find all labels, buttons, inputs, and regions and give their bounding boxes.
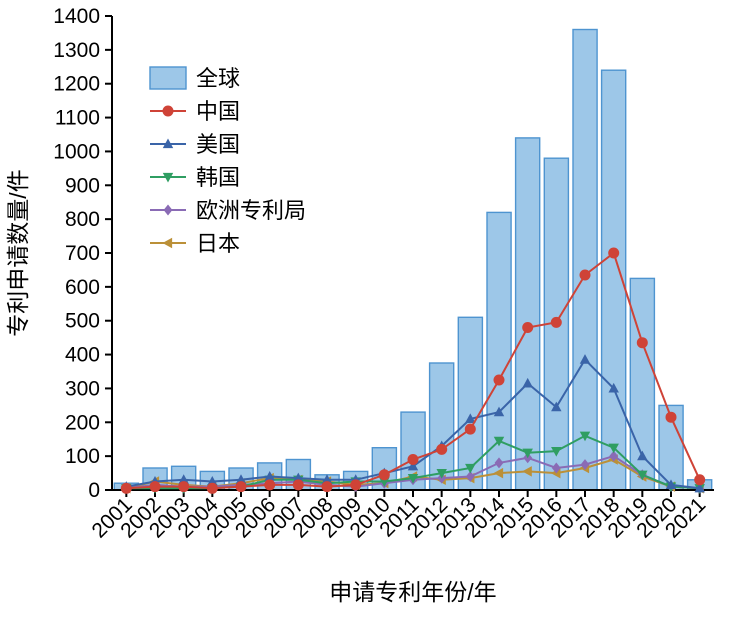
marker-diamond-icon	[494, 457, 504, 469]
marker-circle-icon	[162, 105, 174, 117]
y-axis-tick-label: 300	[65, 377, 100, 400]
marker-circle-icon	[665, 411, 677, 423]
marker-triangle-up-icon	[178, 474, 189, 484]
marker-triangle-down-icon	[637, 470, 648, 481]
marker-circle-icon	[235, 481, 247, 493]
y-axis-tick-label: 1400	[53, 5, 100, 28]
marker-circle-icon	[264, 479, 276, 491]
bar	[428, 362, 455, 491]
y-axis-tick-label: 700	[65, 242, 100, 265]
marker-triangle-up-icon	[407, 460, 419, 471]
y-axis-tick-label: 900	[65, 174, 100, 197]
y-axis-tick-label: 200	[65, 411, 100, 434]
marker-diamond-icon	[580, 459, 590, 471]
marker-triangle-up-icon	[694, 482, 705, 493]
marker-triangle-down-icon	[608, 443, 619, 454]
marker-diamond-icon	[551, 462, 561, 474]
marker-triangle-up-icon	[665, 479, 677, 490]
marker-triangle-left-icon	[522, 466, 532, 477]
marker-circle-icon	[149, 481, 161, 493]
y-axis-tick-label: 800	[65, 208, 100, 231]
marker-circle-icon	[636, 337, 648, 349]
marker-circle-icon	[321, 481, 333, 493]
marker-triangle-down-icon	[579, 431, 591, 442]
marker-circle-icon	[436, 443, 448, 455]
marker-circle-icon	[206, 482, 218, 494]
marker-triangle-up-icon	[235, 474, 247, 484]
line-series-china	[120, 247, 706, 494]
marker-diamond-icon	[163, 204, 173, 216]
marker-triangle-left-icon	[162, 237, 173, 249]
marker-triangle-up-icon	[264, 471, 275, 481]
chart-generated-content: 0 100 200 300 400 500 600 700 800 900 1000 1100 1200…	[53, 5, 714, 543]
marker-triangle-up-icon	[207, 476, 218, 486]
marker-diamond-icon	[465, 471, 475, 482]
x-axis-title: 申请专利年份/年	[329, 579, 496, 605]
legend-label-global: 全球	[196, 66, 240, 91]
marker-triangle-down-icon	[436, 468, 447, 479]
marker-circle-icon	[579, 269, 591, 281]
marker-triangle-down-icon	[493, 436, 505, 447]
legend-label-epo: 欧洲专利局	[196, 198, 306, 223]
marker-circle-icon	[407, 454, 419, 465]
y-axis-title: 专利申请数量/件	[5, 169, 31, 336]
y-axis-tick-label: 1100	[55, 107, 100, 130]
bar	[572, 28, 598, 491]
marker-triangle-down-icon	[162, 172, 174, 183]
marker-circle-icon	[694, 474, 706, 486]
marker-triangle-left-icon	[493, 467, 504, 479]
marker-circle-icon	[120, 482, 132, 494]
marker-circle-icon	[550, 316, 562, 328]
marker-triangle-up-icon	[522, 377, 533, 388]
marker-circle-icon	[464, 423, 476, 435]
legend-label-japan: 日本	[196, 231, 240, 256]
marker-circle-icon	[493, 374, 505, 386]
y-axis-tick-label: 500	[65, 310, 100, 333]
marker-triangle-down-icon	[379, 477, 390, 487]
marker-triangle-up-icon	[162, 138, 174, 149]
marker-triangle-up-icon	[465, 413, 476, 424]
marker-triangle-up-icon	[493, 406, 505, 417]
y-axis-tick-label: 0	[88, 479, 100, 502]
marker-triangle-up-icon	[293, 472, 304, 483]
marker-triangle-up-icon	[637, 450, 648, 461]
marker-circle-icon	[350, 479, 362, 491]
marker-triangle-up-icon	[551, 401, 562, 412]
y-axis-tick-label: 600	[65, 276, 100, 299]
marker-triangle-down-icon	[465, 463, 476, 474]
y-axis-tick-label: 100	[65, 445, 100, 468]
marker-triangle-up-icon	[579, 354, 591, 364]
marker-circle-icon	[522, 322, 534, 333]
legend-label-korea: 韩国	[196, 165, 240, 190]
bar	[457, 316, 484, 491]
legend-label-usa: 美国	[196, 132, 240, 157]
marker-triangle-down-icon	[522, 448, 533, 459]
marker-circle-icon	[378, 469, 390, 481]
marker-circle-icon	[292, 479, 304, 491]
marker-triangle-down-icon	[551, 446, 562, 457]
y-axis-tick-label: 1000	[53, 140, 100, 163]
marker-diamond-icon	[609, 450, 619, 462]
legend-swatch-global	[149, 66, 187, 90]
y-axis-tick-label: 1300	[53, 39, 100, 62]
marker-circle-icon	[178, 481, 190, 493]
marker-triangle-up-icon	[608, 382, 619, 393]
y-axis-tick-label: 400	[65, 344, 100, 367]
legend-label-china: 中国	[196, 99, 240, 124]
marker-triangle-down-icon	[407, 473, 419, 484]
marker-triangle-up-icon	[321, 474, 333, 484]
bar	[514, 137, 541, 491]
y-axis-tick-label: 1200	[53, 73, 100, 96]
marker-circle-icon	[608, 247, 620, 259]
